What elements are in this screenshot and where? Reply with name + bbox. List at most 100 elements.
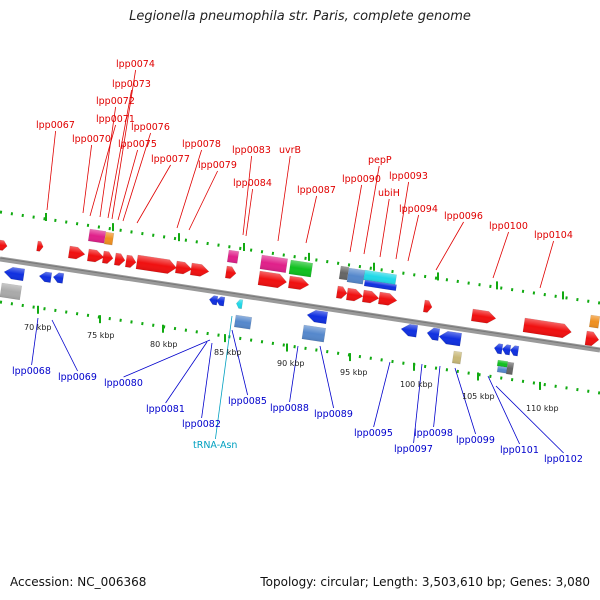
leader-line [215,315,233,440]
minus-strand-feature[interactable] [496,359,509,368]
gene-label-lpp0101[interactable]: lpp0101 [500,445,539,456]
plus-strand-gene[interactable] [522,317,573,339]
gene-label-lpp0099[interactable]: lpp0099 [456,435,495,446]
gene-label-pepp[interactable]: pepP [368,155,392,166]
minus-strand-feature[interactable] [233,314,253,330]
gene-label-lpp0090[interactable]: lpp0090 [342,174,381,185]
gene-label-lpp0077[interactable]: lpp0077 [151,154,190,165]
minus-strand-gene[interactable] [3,266,26,282]
minus-strand-gene[interactable] [208,295,219,306]
colored-feature[interactable] [103,231,115,246]
minus-strand-gene[interactable] [493,343,504,355]
gene-label-lpp0071[interactable]: lpp0071 [96,114,135,125]
gene-label-lpp0081[interactable]: lpp0081 [146,404,185,415]
minus-strand-gene[interactable] [501,344,512,356]
leader-line [373,361,391,428]
minus-strand-gene[interactable] [52,272,65,284]
minus-strand-feature[interactable] [301,324,327,343]
colored-feature[interactable] [288,259,314,278]
gene-label-ubih[interactable]: ubiH [378,188,400,199]
colored-feature[interactable] [346,267,366,285]
leader-line [305,195,317,244]
plus-strand-gene[interactable] [113,252,126,266]
plus-strand-gene[interactable] [0,239,8,251]
minus-strand-gene[interactable] [438,330,463,347]
gene-label-lpp0078[interactable]: lpp0078 [182,139,221,150]
gene-label-lpp0080[interactable]: lpp0080 [104,378,143,389]
plus-strand-gene[interactable] [86,248,105,263]
accession-text: Accession: NC_006368 [10,575,147,589]
leader-line [117,149,138,221]
gene-label-lpp0093[interactable]: lpp0093 [389,171,428,182]
colored-feature[interactable] [226,249,240,264]
minus-strand-feature[interactable] [505,361,515,376]
minus-strand-gene[interactable] [306,309,329,325]
gene-label-lpp0069[interactable]: lpp0069 [58,372,97,383]
gene-label-lpp0072[interactable]: lpp0072 [96,96,135,107]
leader-line [123,339,211,378]
gene-label-lpp0070[interactable]: lpp0070 [72,134,111,145]
gene-label-lpp0074[interactable]: lpp0074 [116,59,155,70]
minus-strand-gene[interactable] [509,345,520,357]
leader-line [277,155,291,242]
gene-label-uvrb[interactable]: uvrB [279,145,301,156]
gene-label-lpp0098[interactable]: lpp0098 [414,428,453,439]
minus-strand-gene[interactable] [236,299,244,310]
plus-strand-gene[interactable] [67,245,86,260]
minus-strand-gene[interactable] [426,327,441,341]
plus-strand-gene[interactable] [470,308,497,324]
plus-strand-gene[interactable] [189,262,210,278]
minus-strand-gene[interactable] [400,323,419,338]
gene-label-lpp0094[interactable]: lpp0094 [399,204,438,215]
plus-strand-gene[interactable] [124,254,137,268]
gene-label-lpp0088[interactable]: lpp0088 [270,403,309,414]
colored-feature[interactable] [259,254,288,274]
colored-feature[interactable] [588,314,600,329]
scale-label: 80 kbp [150,340,178,349]
colored-feature[interactable] [338,265,350,281]
gene-label-lpp0102[interactable]: lpp0102 [544,454,583,465]
plus-strand-gene[interactable] [101,250,114,264]
gene-label-lpp0095[interactable]: lpp0095 [354,428,393,439]
plus-strand-gene[interactable] [422,299,433,313]
minus-strand-feature[interactable] [0,282,23,301]
scale-label: 105 kbp [462,392,495,401]
gene-label-lpp0085[interactable]: lpp0085 [228,396,267,407]
plus-strand-gene[interactable] [36,240,44,252]
gene-label-lpp0073[interactable]: lpp0073 [112,79,151,90]
gene-label-lpp0084[interactable]: lpp0084 [233,178,272,189]
minus-strand-gene[interactable] [215,296,226,307]
minus-strand-gene[interactable] [38,271,53,283]
plus-strand-gene[interactable] [377,291,398,307]
plus-strand-gene[interactable] [335,285,348,299]
plus-strand-gene[interactable] [361,289,380,304]
minus-strand-feature[interactable] [451,350,463,365]
gene-label-lpp0097[interactable]: lpp0097 [394,444,433,455]
plus-strand-gene[interactable] [257,270,288,289]
colored-feature[interactable] [87,228,107,244]
gene-label-lpp0089[interactable]: lpp0089 [314,409,353,420]
gene-label-lpp0075[interactable]: lpp0075 [118,139,157,150]
colored-feature[interactable] [363,279,397,292]
gene-label-trna-asn[interactable]: tRNA-Asn [193,440,237,451]
plus-strand-gene[interactable] [224,265,237,279]
gene-label-lpp0100[interactable]: lpp0100 [489,221,528,232]
gene-label-lpp0087[interactable]: lpp0087 [297,185,336,196]
gene-label-lpp0076[interactable]: lpp0076 [131,122,170,133]
colored-feature[interactable] [363,269,397,285]
scale-label: 75 kbp [87,331,115,340]
plus-strand-gene[interactable] [174,260,193,275]
gene-label-lpp0067[interactable]: lpp0067 [36,120,75,131]
gene-label-lpp0083[interactable]: lpp0083 [232,145,271,156]
plus-strand-gene[interactable] [135,254,178,275]
plus-strand-gene[interactable] [584,330,600,347]
gene-label-lpp0079[interactable]: lpp0079 [198,160,237,171]
gene-label-lpp0068[interactable]: lpp0068 [12,366,51,377]
gene-label-lpp0096[interactable]: lpp0096 [444,211,483,222]
gene-label-lpp0082[interactable]: lpp0082 [182,419,221,430]
minus-strand-feature[interactable] [496,365,509,374]
plus-strand-gene[interactable] [345,287,364,302]
plus-strand-gene[interactable] [287,275,310,291]
gene-label-lpp0104[interactable]: lpp0104 [534,230,573,241]
